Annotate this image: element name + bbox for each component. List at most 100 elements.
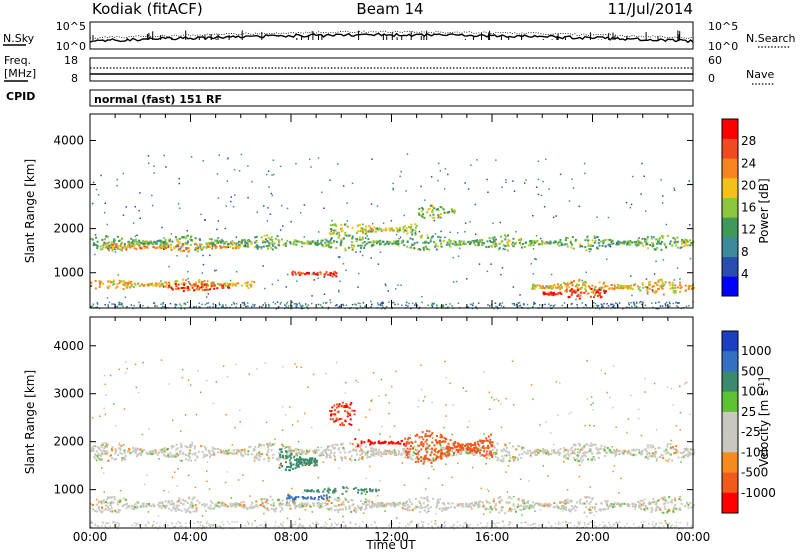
data-point	[297, 448, 300, 451]
data-point	[414, 232, 416, 234]
data-point	[518, 505, 521, 508]
data-point	[528, 505, 531, 508]
data-point	[620, 242, 623, 245]
data-point	[102, 449, 105, 452]
data-point	[476, 502, 478, 505]
data-point	[413, 507, 416, 510]
data-point	[164, 455, 167, 458]
data-point	[294, 498, 297, 501]
data-point	[229, 451, 232, 454]
data-point	[474, 239, 477, 242]
data-point	[351, 235, 354, 238]
data-point	[326, 507, 329, 510]
data-point	[510, 508, 513, 511]
data-point	[212, 305, 214, 308]
data-point	[425, 511, 428, 514]
data-point	[564, 502, 567, 505]
data-point	[680, 452, 683, 454]
data-point	[248, 506, 251, 509]
data-point	[279, 510, 282, 513]
data-point	[96, 503, 98, 506]
data-point	[204, 219, 206, 221]
data-point	[600, 447, 603, 450]
data-point	[495, 450, 498, 453]
data-point	[105, 245, 108, 248]
data-point	[628, 241, 631, 243]
data-point	[513, 190, 516, 192]
data-point	[162, 246, 165, 249]
data-point	[334, 487, 337, 490]
data-point	[570, 446, 573, 449]
data-point	[626, 243, 628, 246]
data-point	[180, 446, 183, 449]
data-point	[464, 242, 467, 245]
data-point	[590, 288, 593, 290]
data-point	[121, 459, 124, 462]
data-point	[465, 450, 468, 453]
data-point	[397, 284, 399, 286]
data-point	[119, 245, 122, 248]
data-point	[394, 303, 396, 306]
data-point	[139, 241, 142, 244]
data-point	[596, 236, 599, 239]
data-point	[168, 507, 171, 510]
data-point	[392, 229, 395, 232]
data-point	[431, 235, 434, 238]
data-point	[98, 453, 101, 456]
data-point	[436, 304, 438, 307]
data-point	[370, 442, 373, 445]
data-point	[221, 305, 223, 308]
data-point	[130, 283, 133, 286]
data-point	[199, 306, 201, 308]
data-point	[687, 506, 690, 509]
data-point	[221, 285, 224, 288]
data-point	[661, 236, 664, 239]
data-point	[676, 246, 679, 249]
data-point	[328, 272, 331, 275]
data-point	[371, 503, 374, 505]
data-point	[218, 154, 220, 156]
data-point	[511, 457, 514, 460]
data-point	[296, 458, 298, 461]
data-point	[510, 510, 513, 513]
data-point	[360, 452, 363, 455]
data-point	[591, 284, 594, 287]
data-point	[125, 246, 128, 249]
data-point	[499, 242, 502, 245]
data-point	[190, 501, 193, 504]
data-point	[492, 222, 494, 225]
data-point	[100, 458, 103, 461]
data-point	[677, 451, 680, 454]
data-point	[309, 158, 311, 161]
data-point	[281, 464, 284, 467]
data-point	[687, 503, 690, 506]
data-point	[488, 508, 491, 511]
data-point	[536, 239, 539, 242]
data-point	[392, 188, 394, 191]
data-point	[397, 453, 400, 456]
data-point	[641, 452, 644, 455]
data-point	[114, 448, 117, 451]
data-point	[292, 243, 295, 246]
data-point	[436, 500, 439, 503]
data-point	[191, 506, 194, 509]
data-point	[652, 236, 655, 239]
data-point	[535, 453, 538, 456]
data-point	[230, 242, 233, 245]
data-point	[513, 508, 516, 511]
data-point	[508, 239, 511, 242]
data-point	[264, 501, 267, 504]
data-point	[201, 287, 204, 290]
data-point	[675, 244, 678, 247]
data-point	[357, 459, 360, 461]
data-point	[190, 284, 192, 287]
data-point	[656, 242, 659, 245]
data-point	[567, 237, 569, 240]
data-point	[617, 240, 620, 243]
data-point	[652, 243, 655, 246]
data-point	[468, 449, 471, 452]
data-point	[632, 503, 635, 506]
data-point	[231, 504, 234, 507]
data-point	[578, 500, 581, 503]
data-point	[574, 290, 577, 293]
